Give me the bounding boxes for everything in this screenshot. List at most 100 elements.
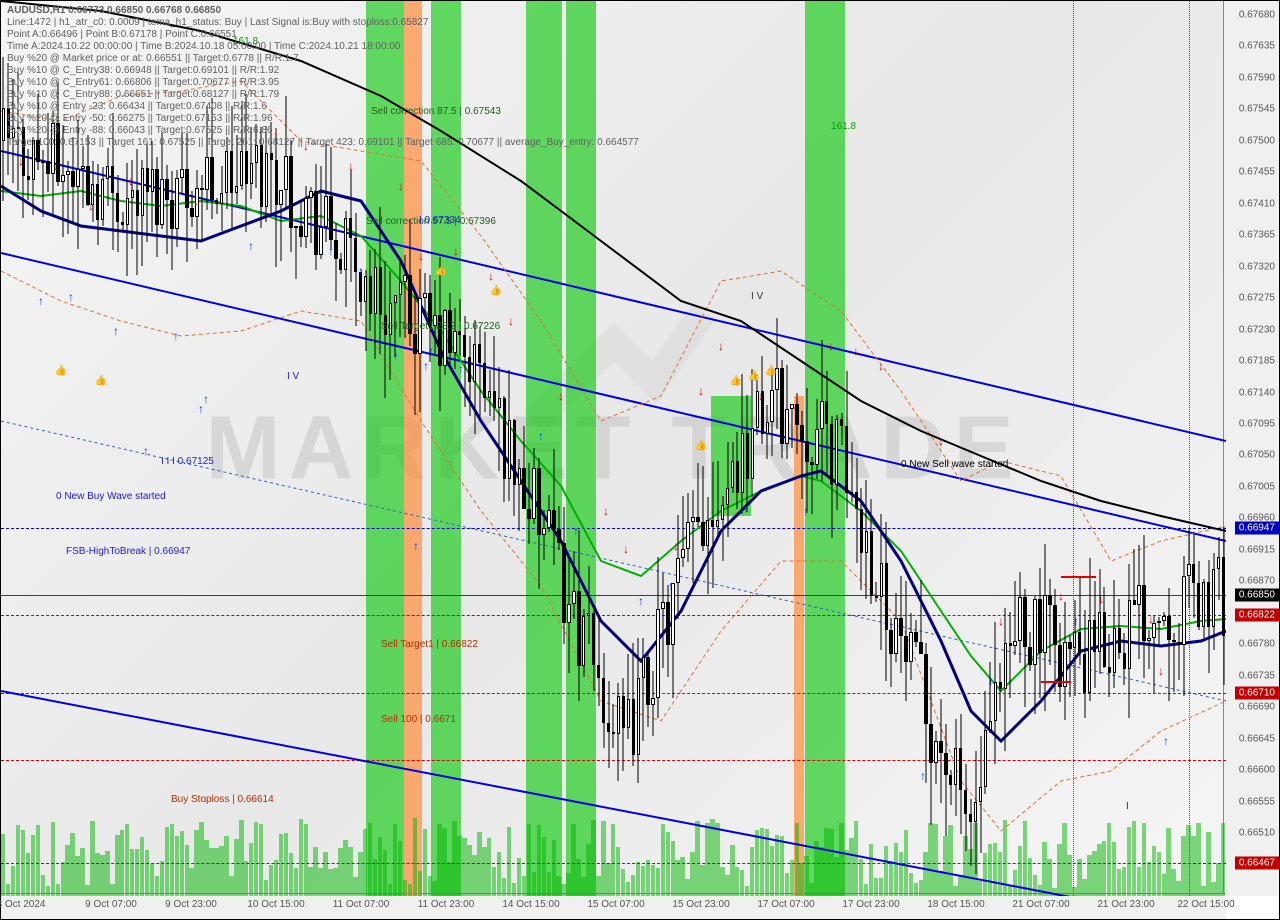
thumbs-up-icon: 👍 [490, 286, 502, 297]
candlestick [622, 1, 625, 896]
x-axis-label: 10 Oct 15:00 [247, 899, 304, 910]
sell-arrow-icon: ↓ [508, 314, 514, 328]
candlestick [1028, 1, 1031, 896]
candlestick [542, 1, 545, 896]
candlestick [721, 1, 724, 896]
buy-arrow-icon: ↑ [423, 359, 429, 373]
candlestick [661, 1, 664, 896]
candlestick [671, 1, 674, 896]
candlestick [299, 1, 302, 896]
candlestick [324, 1, 327, 896]
candlestick [2, 1, 5, 896]
candlestick [632, 1, 635, 896]
candlestick [503, 1, 506, 896]
y-axis-label: 0.67635 [1239, 41, 1275, 52]
candlestick [775, 1, 778, 896]
candlestick [433, 1, 436, 896]
candlestick [493, 1, 496, 896]
thumbs-up-icon: 👍 [748, 371, 760, 382]
candlestick [1078, 1, 1081, 896]
candlestick [572, 1, 575, 896]
x-axis-label: 21 Oct 07:00 [1012, 899, 1069, 910]
y-axis-label: 0.67410 [1239, 198, 1275, 209]
candlestick [751, 1, 754, 896]
y-axis-label: 0.67680 [1239, 9, 1275, 20]
thumbs-up-icon: 👍 [695, 441, 707, 452]
candlestick [428, 1, 431, 896]
sell-arrow-icon: ↓ [878, 359, 884, 373]
chart-title: AUDUSD,H1 0.66773 0.66850 0.66768 0.6685… [7, 5, 221, 16]
y-axis-label: 0.66735 [1239, 670, 1275, 681]
candlestick [309, 1, 312, 896]
x-axis-label: 15 Oct 23:00 [672, 899, 729, 910]
buy-arrow-icon: ↑ [1073, 614, 1079, 628]
candlestick [1152, 1, 1155, 896]
x-axis-label: 14 Oct 15:00 [502, 899, 559, 910]
thumbs-up-icon: 👍 [765, 366, 777, 377]
x-axis-label: 17 Oct 07:00 [757, 899, 814, 910]
candlestick [637, 1, 640, 896]
info-line: Target 100: 0.67153 || Target 161: 0.675… [7, 137, 639, 148]
candlestick [889, 1, 892, 896]
candlestick [389, 1, 392, 896]
candlestick [294, 1, 297, 896]
candlestick [537, 1, 540, 896]
candlestick [870, 1, 873, 896]
chart-plot-area[interactable]: MARKET TRADE ↑↑↑↑↑↑↑↑↑↑↑↑↑↑↑↑↑↑↑↑↑↑↑↑↑↓↓… [1, 1, 1226, 896]
x-axis-label: 15 Oct 07:00 [587, 899, 644, 910]
candlestick [1033, 1, 1036, 896]
candlestick [1202, 1, 1205, 896]
sell-arrow-icon: ↓ [938, 434, 944, 448]
red-marker [1041, 681, 1071, 683]
chart-annotation: 0 New Buy Wave started [56, 491, 166, 502]
y-axis-label: 0.66555 [1239, 796, 1275, 807]
candlestick [1142, 1, 1145, 896]
candlestick [1192, 1, 1195, 896]
buy-arrow-icon: ↑ [988, 674, 994, 688]
y-axis-label: 0.67455 [1239, 167, 1275, 178]
candlestick [1197, 1, 1200, 896]
candlestick [860, 1, 863, 896]
x-axis-label: 17 Oct 23:00 [842, 899, 899, 910]
candlestick [597, 1, 600, 896]
candlestick [969, 1, 972, 896]
candlestick [1058, 1, 1061, 896]
candlestick [939, 1, 942, 896]
candlestick [394, 1, 397, 896]
sell-arrow-icon: ↓ [1098, 592, 1104, 606]
candlestick [374, 1, 377, 896]
y-axis-label: 0.66510 [1239, 828, 1275, 839]
candlestick [855, 1, 858, 896]
candlestick [279, 1, 282, 896]
y-axis-label: 0.67230 [1239, 324, 1275, 335]
thumbs-up-icon: 👍 [95, 376, 107, 387]
sell-arrow-icon: ↓ [53, 159, 59, 173]
candlestick [934, 1, 937, 896]
buy-arrow-icon: ↑ [328, 244, 334, 258]
x-axis-label: 9 Oct 23:00 [165, 899, 217, 910]
candlestick [1103, 1, 1106, 896]
candlestick [403, 1, 406, 896]
candlestick [1118, 1, 1121, 896]
candlestick [1009, 1, 1012, 896]
candlestick [463, 1, 466, 896]
candlestick [959, 1, 962, 896]
candlestick [686, 1, 689, 896]
buy-arrow-icon: ↑ [393, 349, 399, 363]
candlestick [1172, 1, 1175, 896]
candlestick [761, 1, 764, 896]
y-axis-label: 0.67365 [1239, 230, 1275, 241]
candlestick [602, 1, 605, 896]
candlestick [1063, 1, 1066, 896]
candlestick [359, 1, 362, 896]
candlestick [1187, 1, 1190, 896]
candlestick [1068, 1, 1071, 896]
sell-arrow-icon: ↓ [193, 194, 199, 208]
candlestick [518, 1, 521, 896]
candlestick [473, 1, 476, 896]
candlestick [795, 1, 798, 896]
candlestick [587, 1, 590, 896]
chart-annotation: I V [751, 291, 763, 302]
y-axis-label: 0.67050 [1239, 450, 1275, 461]
candlestick [557, 1, 560, 896]
